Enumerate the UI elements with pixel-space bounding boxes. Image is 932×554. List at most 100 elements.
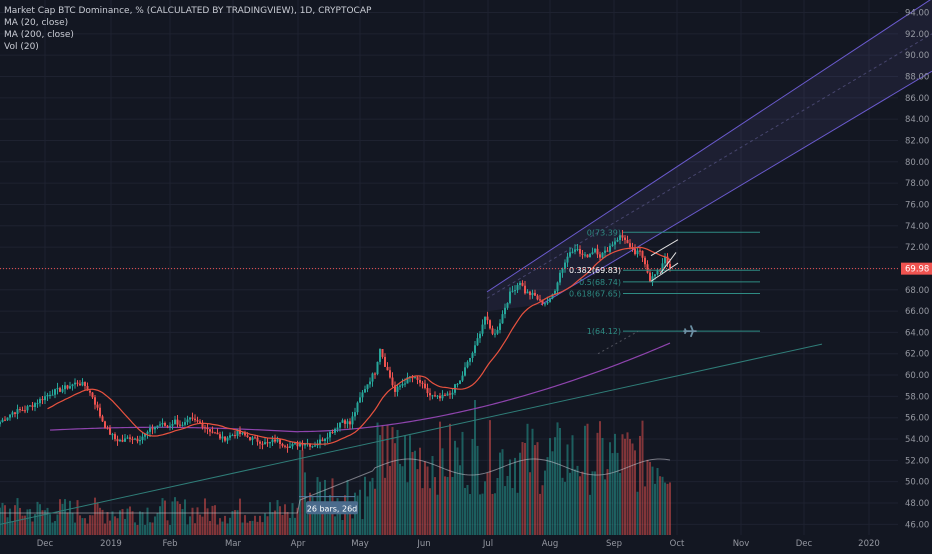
volume-bar [326,514,329,535]
volume-bar [91,515,94,535]
pennant-upper[interactable] [650,239,679,257]
volume-bar [191,507,194,535]
candle-body [369,381,371,385]
volume-bar [386,425,389,535]
volume-bar [59,499,61,535]
volume-bar [411,452,414,535]
volume-bar [36,501,39,535]
candle-body [136,438,139,442]
volume-bar [384,477,386,535]
fib-level-label: 0(73.39) [587,228,621,237]
range-measure[interactable]: 26 bars, 26d [299,496,358,515]
volume-bar [276,500,279,535]
candle-body [656,269,659,275]
long-trendline[interactable] [0,343,823,525]
volume-bar [251,520,254,535]
volume-bar [119,510,121,535]
candle-body [426,387,429,394]
volume-bar [0,507,1,535]
legend-title[interactable]: Market Cap BTC Dominance, % (CALCULATED … [4,6,372,16]
candle-body [149,428,151,432]
volume-bar [446,476,449,535]
candle-body [171,424,174,426]
candle-body [241,432,244,434]
volume-bar [194,523,196,535]
channel-lower[interactable] [540,70,932,306]
volume-bar [304,472,306,535]
candle-body [561,268,564,273]
volume-bar [281,514,284,535]
volume-bar [556,422,559,535]
time-tick-label: 2020 [858,539,880,549]
candle-body [456,383,459,385]
volume-bar [619,472,621,535]
candle-body [639,250,641,252]
candle-body [389,370,391,378]
candle-body [191,417,194,419]
channel-upper[interactable] [486,0,932,293]
candle-body [511,290,514,292]
volume-bar [111,511,114,535]
candle-body [391,377,394,386]
pennant-lower[interactable] [650,262,679,282]
volume-bar [31,521,34,535]
volume-bar [219,518,221,535]
volume-bar [666,483,669,535]
price-tick-label: 76.00 [905,200,929,210]
pennant-mid[interactable] [659,252,677,275]
volume-bar [311,496,314,535]
volume-bar [461,431,464,535]
volume-bar [401,466,404,535]
candle-body [416,377,419,380]
candle-body [339,422,341,428]
volume-bar [154,516,156,535]
candle-body [106,427,109,429]
legend-ma200[interactable]: MA (200, close) [4,30,74,40]
legend-vol[interactable]: Vol (20) [4,42,39,52]
trendline[interactable] [0,343,823,525]
candle-body [519,282,521,286]
candle-body [14,412,16,414]
price-tick-label: 46.00 [905,520,929,530]
volume-ma-line [0,458,671,514]
candle-body [336,427,339,429]
candle-body [351,416,354,425]
volume-bar [564,481,566,535]
candle-body [446,393,449,396]
candle-body [189,417,191,420]
candle-body [666,256,669,264]
candle-body [564,262,566,269]
candle-body [41,399,44,401]
candle-body [611,244,614,246]
candle-body [254,437,256,439]
candle-body [31,405,34,407]
volume-bar [661,476,664,535]
chart-legend: Market Cap BTC Dominance, % (CALCULATED … [4,5,371,53]
time-axis[interactable]: Dec 2019 Feb Mar Apr May Jun Jul Aug Sep Oct Nov Dec… [37,539,880,549]
volume-bar [361,519,364,535]
legend-ma20[interactable]: MA (20, close) [4,18,69,28]
volume-bar [71,512,74,535]
volume-bar [41,510,44,535]
price-tick-label: 62.00 [905,350,929,360]
trend-channel[interactable] [486,0,932,312]
candle-body [506,302,509,308]
candle-body [544,303,546,305]
price-axis[interactable]: 94.00 92.00 90.00 88.00 86.00 84.00 82.00 80.00… [901,9,932,531]
candle-body [321,439,324,441]
volume-bar [179,503,181,535]
candle-body [104,421,106,428]
volume-bar [246,522,249,535]
candle-body [466,361,469,368]
candle-body [424,383,426,388]
pennant-drawing[interactable] [650,239,679,282]
candle-body [541,299,544,304]
candle-body [326,437,329,439]
volume-bar [494,493,496,535]
volume-bar [269,502,271,535]
price-tick-label: 52.00 [905,456,929,466]
volume-bar [256,521,259,535]
volume-bar [429,488,431,535]
